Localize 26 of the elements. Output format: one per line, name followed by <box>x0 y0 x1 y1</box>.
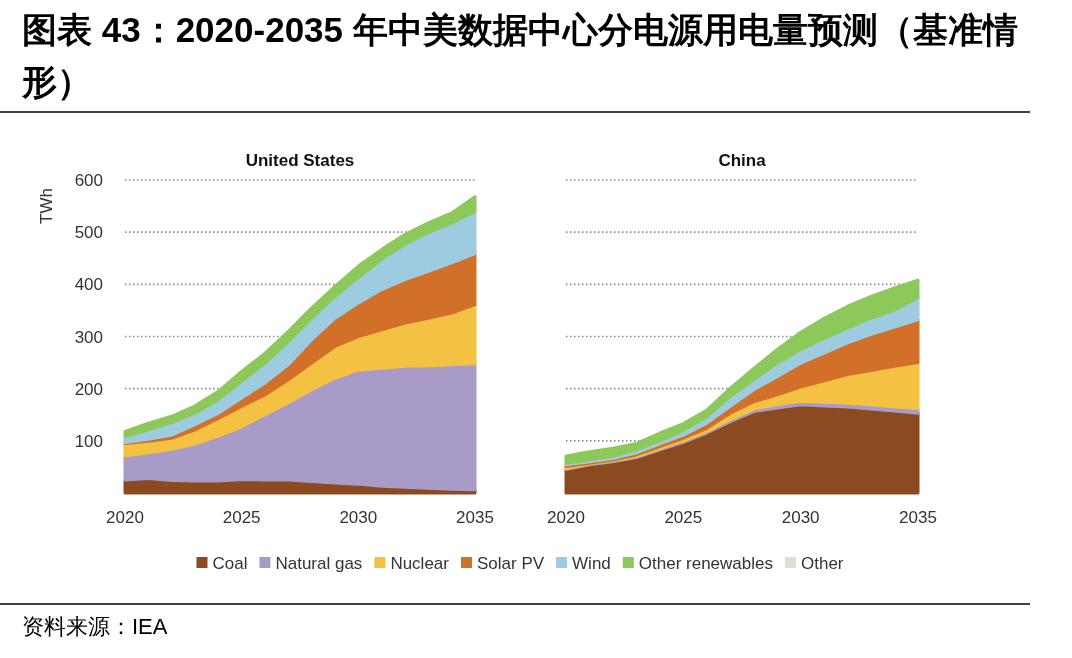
legend-label: Nuclear <box>390 554 450 573</box>
y-tick-label: 200 <box>74 379 103 399</box>
chart-subtitle: United States <box>245 151 355 170</box>
y-tick-label: 300 <box>74 327 103 347</box>
chart-title: China <box>718 151 767 170</box>
text: 资料来源：IEA <box>22 613 168 641</box>
legend-label: Wind <box>572 554 611 573</box>
legend-label: Other renewables <box>638 554 773 573</box>
x-tick-label: 2020 <box>106 508 144 527</box>
y-tick-label: 100 <box>74 431 103 451</box>
y-tick-label: 600 <box>74 171 103 190</box>
legend-label: Coal <box>212 554 248 573</box>
y-tick-label: 500 <box>74 223 103 243</box>
x-tick-label: 2020 <box>547 508 585 527</box>
x-tick-label: 2025 <box>222 508 261 527</box>
chart-title: 图表 43：2020-2035 年中美数据中心分电源用电量预测（基准情形） <box>22 9 1019 103</box>
legend-label: Solar PV <box>476 554 545 573</box>
x-tick-label: 2030 <box>339 508 378 527</box>
x-tick-label: 2030 <box>781 508 820 527</box>
x-tick-label: 2035 <box>456 508 494 527</box>
y-axis-title: TWh <box>37 188 56 224</box>
x-tick-label: 2025 <box>664 508 703 527</box>
legend-label: Other <box>800 554 844 573</box>
y-tick-label: 400 <box>74 275 103 295</box>
legend-label: Natural gas <box>275 554 363 573</box>
x-tick-label: 2035 <box>899 508 937 527</box>
